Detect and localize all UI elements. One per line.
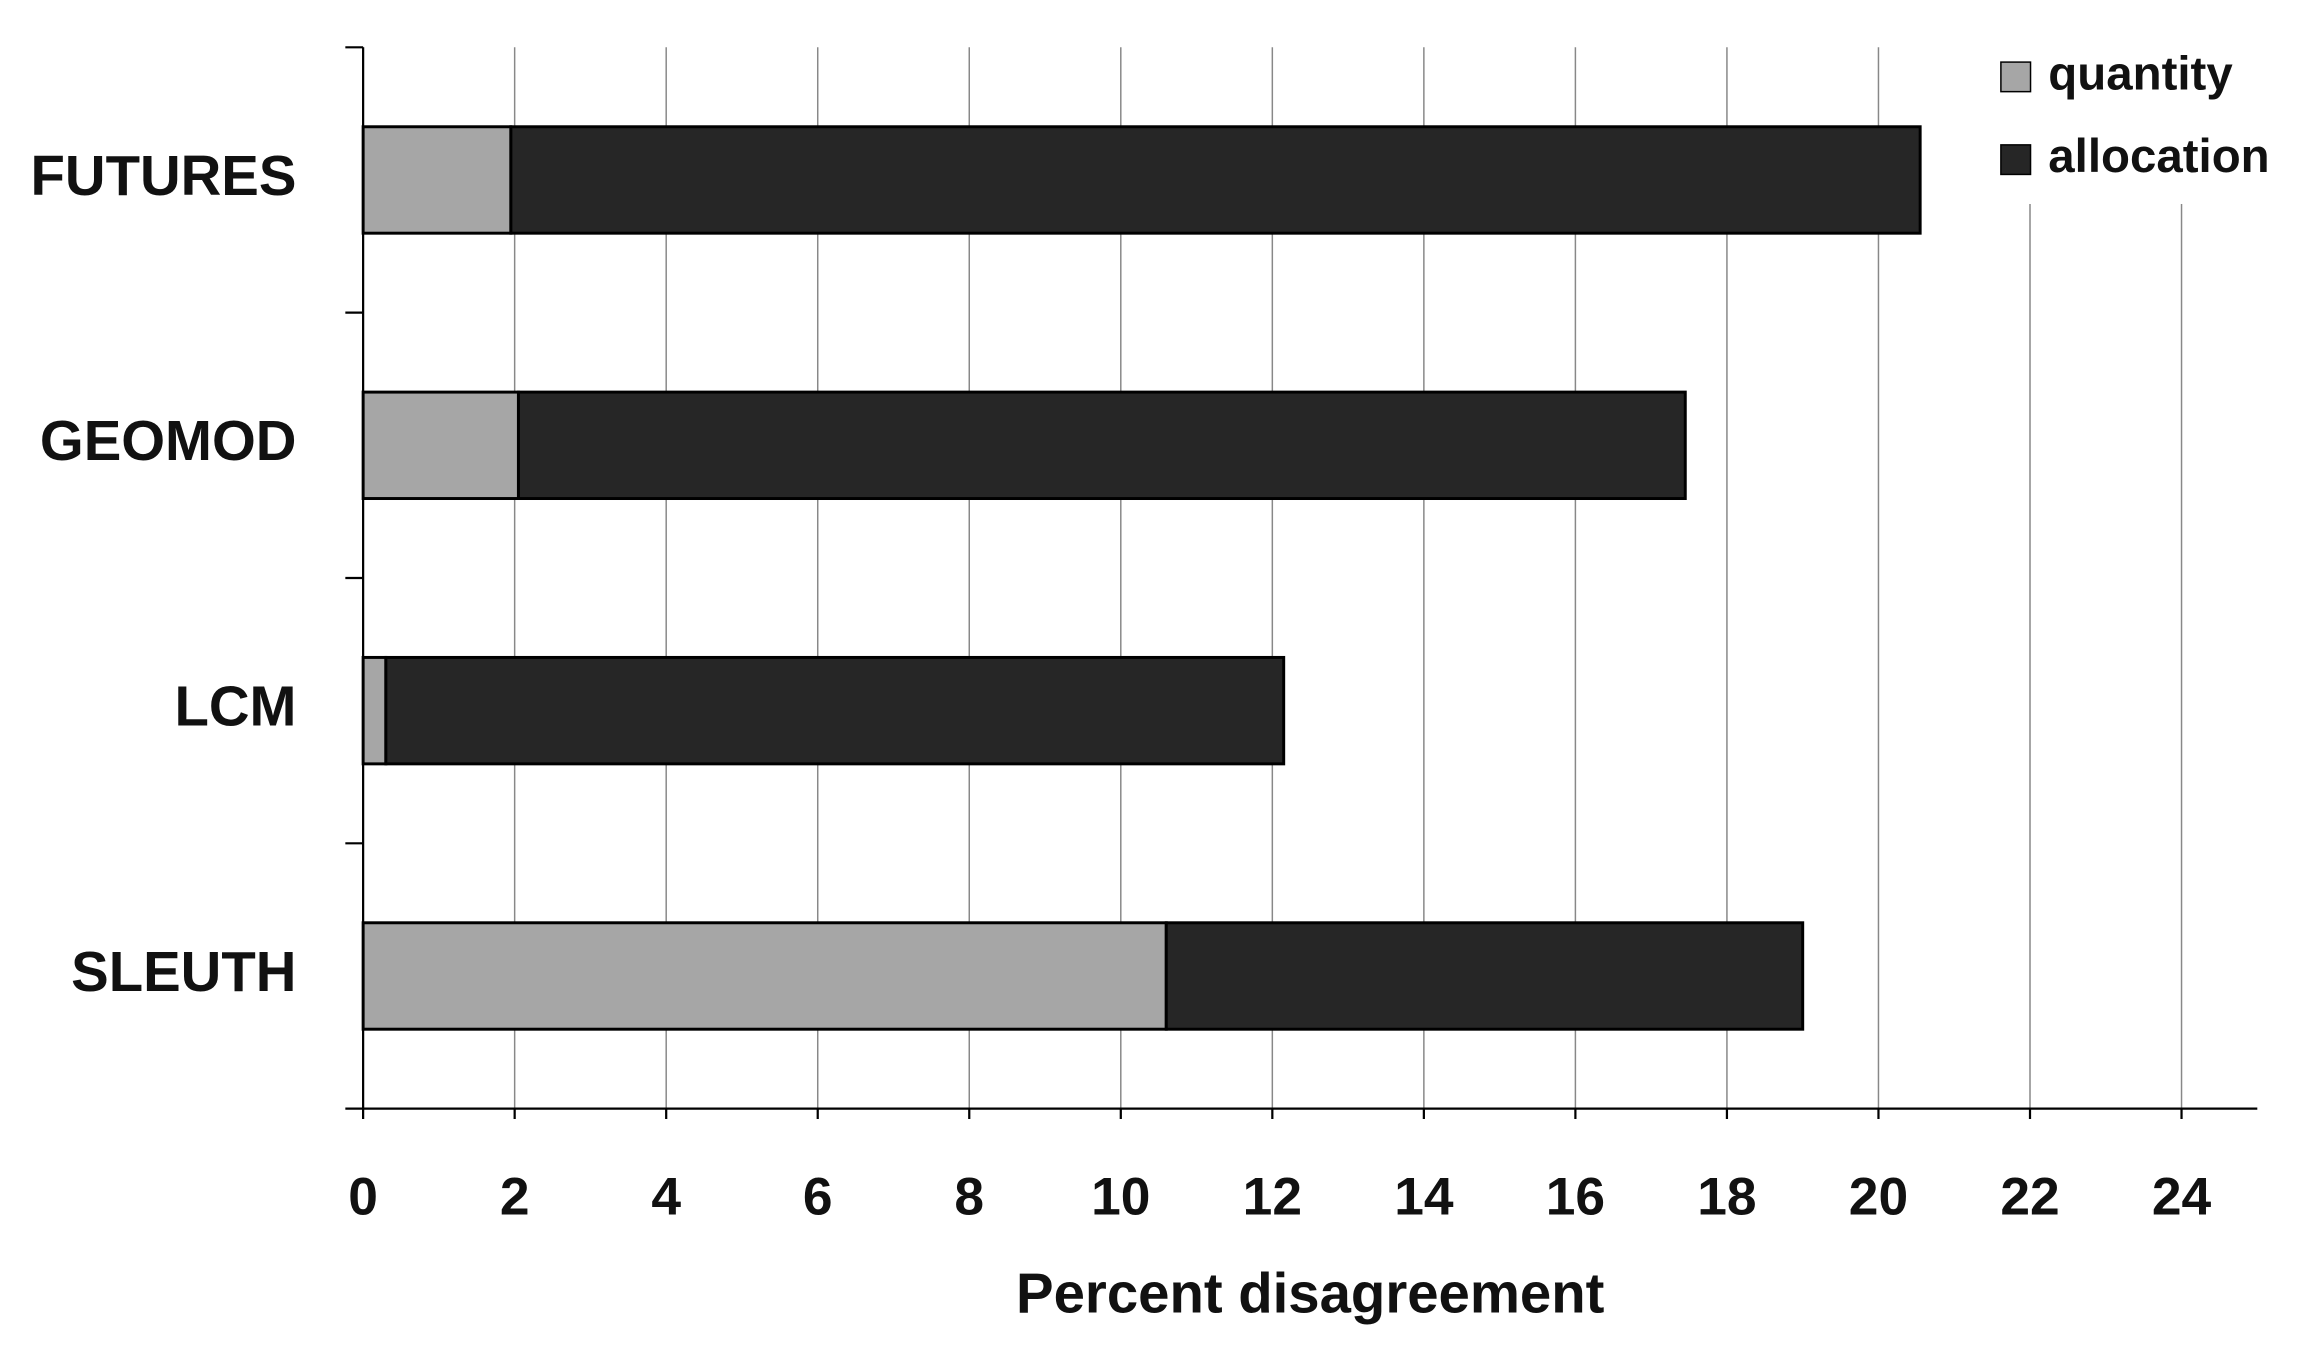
x-tick-label: 6 xyxy=(803,1167,833,1226)
x-tick-label: 16 xyxy=(1546,1167,1605,1226)
x-tick-label: 4 xyxy=(651,1167,681,1226)
legend-box xyxy=(1986,41,2313,204)
bar-segment xyxy=(516,390,1687,501)
y-tick-label: LCM xyxy=(174,675,296,738)
legend-swatch xyxy=(2000,144,2032,176)
x-tick-label: 8 xyxy=(954,1167,984,1226)
x-tick-label: 22 xyxy=(2000,1167,2059,1226)
x-tick-label: 0 xyxy=(348,1167,378,1226)
x-tick-label: 2 xyxy=(500,1167,530,1226)
x-tick-label: 14 xyxy=(1394,1167,1454,1226)
y-tick-label: GEOMOD xyxy=(40,409,297,472)
bar-segment xyxy=(361,921,1168,1031)
legend-swatch xyxy=(2000,61,2032,93)
x-tick-label: 24 xyxy=(2152,1167,2212,1226)
bar-segment xyxy=(1164,921,1805,1031)
y-tick-label: FUTURES xyxy=(31,144,297,207)
x-tick-label: 12 xyxy=(1243,1167,1302,1226)
legend-label: allocation xyxy=(2048,130,2269,183)
bar-segment xyxy=(384,655,1286,766)
bar-segment xyxy=(361,125,513,235)
bar-segment xyxy=(509,125,1922,235)
bar-segment xyxy=(361,655,388,766)
x-tick-label: 10 xyxy=(1091,1167,1150,1226)
x-tick-label: 18 xyxy=(1697,1167,1756,1226)
x-axis-title: Percent disagreement xyxy=(1016,1262,1605,1325)
x-tick-label: 20 xyxy=(1849,1167,1908,1226)
legend-label: quantity xyxy=(2048,47,2233,100)
y-tick-label: SLEUTH xyxy=(71,940,296,1003)
bar-segment xyxy=(361,390,520,501)
